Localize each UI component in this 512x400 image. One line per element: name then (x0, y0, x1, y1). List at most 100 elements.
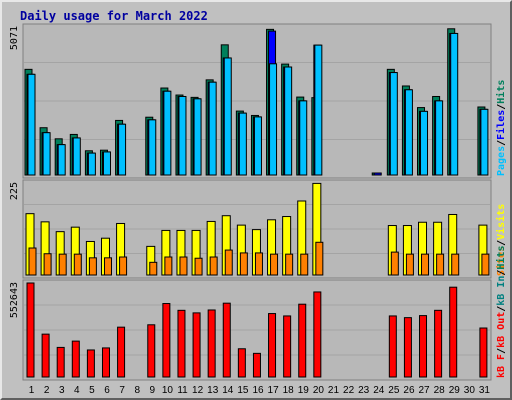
legend-item: kB Out (496, 312, 507, 348)
day-label: 18 (283, 385, 295, 396)
y-axis-max-label: 5071 (9, 26, 20, 50)
bar-pages (148, 119, 157, 176)
day-label: 28 (434, 385, 446, 396)
bar-sites (270, 253, 279, 276)
bar-sites (224, 249, 233, 276)
panel-3: 552643 kB F/kB Out/kB In/Hits (9, 245, 507, 381)
bar-pages (72, 137, 81, 176)
bar-pages (163, 90, 172, 176)
legend-separator: / (496, 104, 507, 110)
bar-pages (284, 66, 293, 176)
day-label: 6 (104, 385, 110, 396)
bar-kbf (419, 315, 428, 378)
bar-sites (28, 247, 37, 276)
legend-item: kB F (496, 354, 507, 378)
bar-kbf (434, 309, 443, 378)
legend-item: Files (495, 110, 507, 140)
day-label: 25 (388, 385, 400, 396)
day-label: 3 (59, 385, 65, 396)
day-label: 15 (237, 385, 249, 396)
bar-kbf (117, 326, 126, 378)
day-label: 20 (313, 385, 325, 396)
day-label: 8 (134, 385, 140, 396)
y-axis-max-label: 225 (9, 182, 20, 200)
bar-kbf (252, 352, 261, 378)
bar-kbf (313, 291, 322, 378)
bar-sites (239, 252, 248, 276)
bar-sites (421, 253, 430, 276)
bar-kbf (449, 286, 458, 378)
bar-sites (300, 253, 309, 276)
bar-kbf (177, 309, 186, 378)
day-label: 24 (373, 385, 385, 396)
bar-kbf (162, 303, 171, 378)
bar-kbf (268, 313, 277, 378)
bar-pages (42, 132, 51, 176)
day-label: 12 (192, 385, 204, 396)
bar-sites (405, 253, 414, 276)
day-label: 1 (29, 385, 35, 396)
bar-sites (194, 257, 203, 276)
bar-pages (178, 95, 187, 176)
bar-kbf (147, 324, 156, 378)
day-label: 26 (403, 385, 415, 396)
bar-kbf (222, 302, 231, 378)
bar-sites (315, 241, 324, 276)
legend-separator: / (496, 140, 507, 146)
bar-sites (103, 257, 112, 276)
bar-kbf (26, 282, 35, 378)
bar-sites (149, 261, 158, 276)
bar-sites (164, 256, 173, 276)
bar-sites (88, 257, 97, 276)
bar-sites (481, 253, 490, 276)
legend-item: Hits (495, 80, 507, 104)
bar-sites (209, 256, 218, 276)
bar-pages (193, 98, 202, 176)
day-label: 4 (74, 385, 80, 396)
bar-kbf (388, 315, 397, 378)
day-label: 14 (222, 385, 234, 396)
bar-sites (119, 256, 128, 276)
bar-kbf (41, 333, 50, 378)
bar-pages (450, 32, 459, 176)
bar-kbf (101, 347, 110, 378)
day-label: 16 (252, 385, 264, 396)
bar-kbf (192, 312, 201, 378)
y-axis-max-label: 552643 (9, 282, 20, 318)
bar-sites (73, 253, 82, 276)
bar-sites (436, 253, 445, 276)
bar-pages (269, 63, 278, 176)
legend-separator: / (496, 240, 507, 246)
day-labels: 1 2 3 4 5 6 7 8 9 10 11 12 13 14 15 16 17 18 19 20 21 22 23 24 2… (29, 385, 491, 396)
day-label: 19 (298, 385, 310, 396)
bar-files (373, 172, 382, 176)
bar-kbf (479, 327, 488, 378)
day-label: 17 (268, 385, 280, 396)
bar-sites (451, 253, 460, 276)
bar-pages (404, 89, 413, 176)
day-label: 11 (177, 385, 188, 396)
day-label: 13 (207, 385, 219, 396)
day-label: 7 (119, 385, 125, 396)
bar-pages (299, 100, 308, 176)
legend: kB F/kB Out/kB In/Hits (495, 245, 507, 378)
day-label: 5 (89, 385, 95, 396)
day-label: 10 (162, 385, 174, 396)
chart-panels: 5071Pages/Files/Hits225Sites/Visits55264… (9, 23, 507, 381)
bar-pages (118, 123, 127, 176)
bar-pages (57, 144, 66, 176)
day-label: 29 (449, 385, 461, 396)
day-label: 2 (44, 385, 50, 396)
day-label: 31 (479, 385, 491, 396)
day-label: 21 (328, 385, 340, 396)
bar-pages (420, 110, 429, 176)
bar-pages (314, 44, 323, 176)
legend-separator: / (496, 348, 507, 354)
bar-pages (238, 112, 247, 176)
bar-pages (87, 152, 96, 176)
legend: Sites/Visits (495, 204, 507, 276)
bar-kbf (237, 348, 246, 378)
day-label: 22 (343, 385, 355, 396)
